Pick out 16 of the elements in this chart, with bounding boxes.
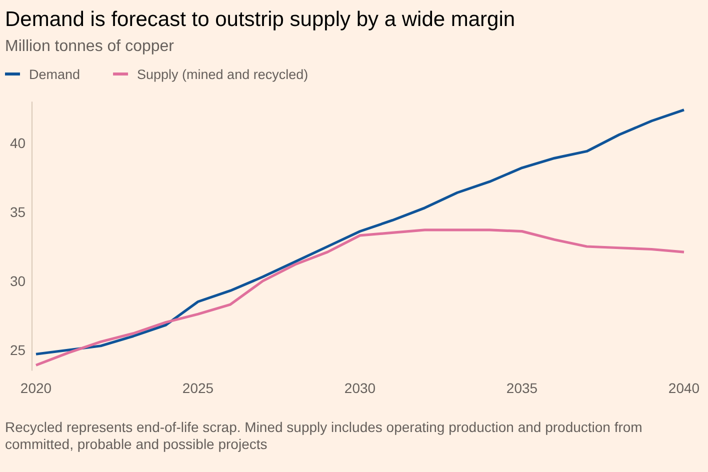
y-tick-label: 30	[10, 272, 26, 289]
x-tick-label: 2025	[182, 380, 214, 396]
y-tick-label: 35	[10, 204, 26, 220]
x-tick-label: 2035	[506, 380, 538, 396]
chart-title: Demand is forecast to outstrip supply by a wide margin	[5, 8, 516, 31]
x-tick-label: 2020	[20, 380, 52, 396]
line-series	[34, 228, 686, 366]
y-tick-label: 25	[10, 342, 26, 358]
y-tick-label: 40	[10, 134, 26, 151]
chart-subtitle: Million tonnes of copper	[5, 38, 175, 55]
text: Recycled represents end-of-life scrap. Mined supply includes operating production and production from committed, probable and possible projects	[5, 419, 642, 452]
legend-label: Demand	[29, 67, 80, 82]
legend-label: Supply (mined and recycled)	[137, 67, 308, 82]
line-series	[34, 108, 686, 356]
x-tick-label: 2040	[668, 380, 700, 396]
x-tick-label: 2030	[344, 380, 376, 396]
